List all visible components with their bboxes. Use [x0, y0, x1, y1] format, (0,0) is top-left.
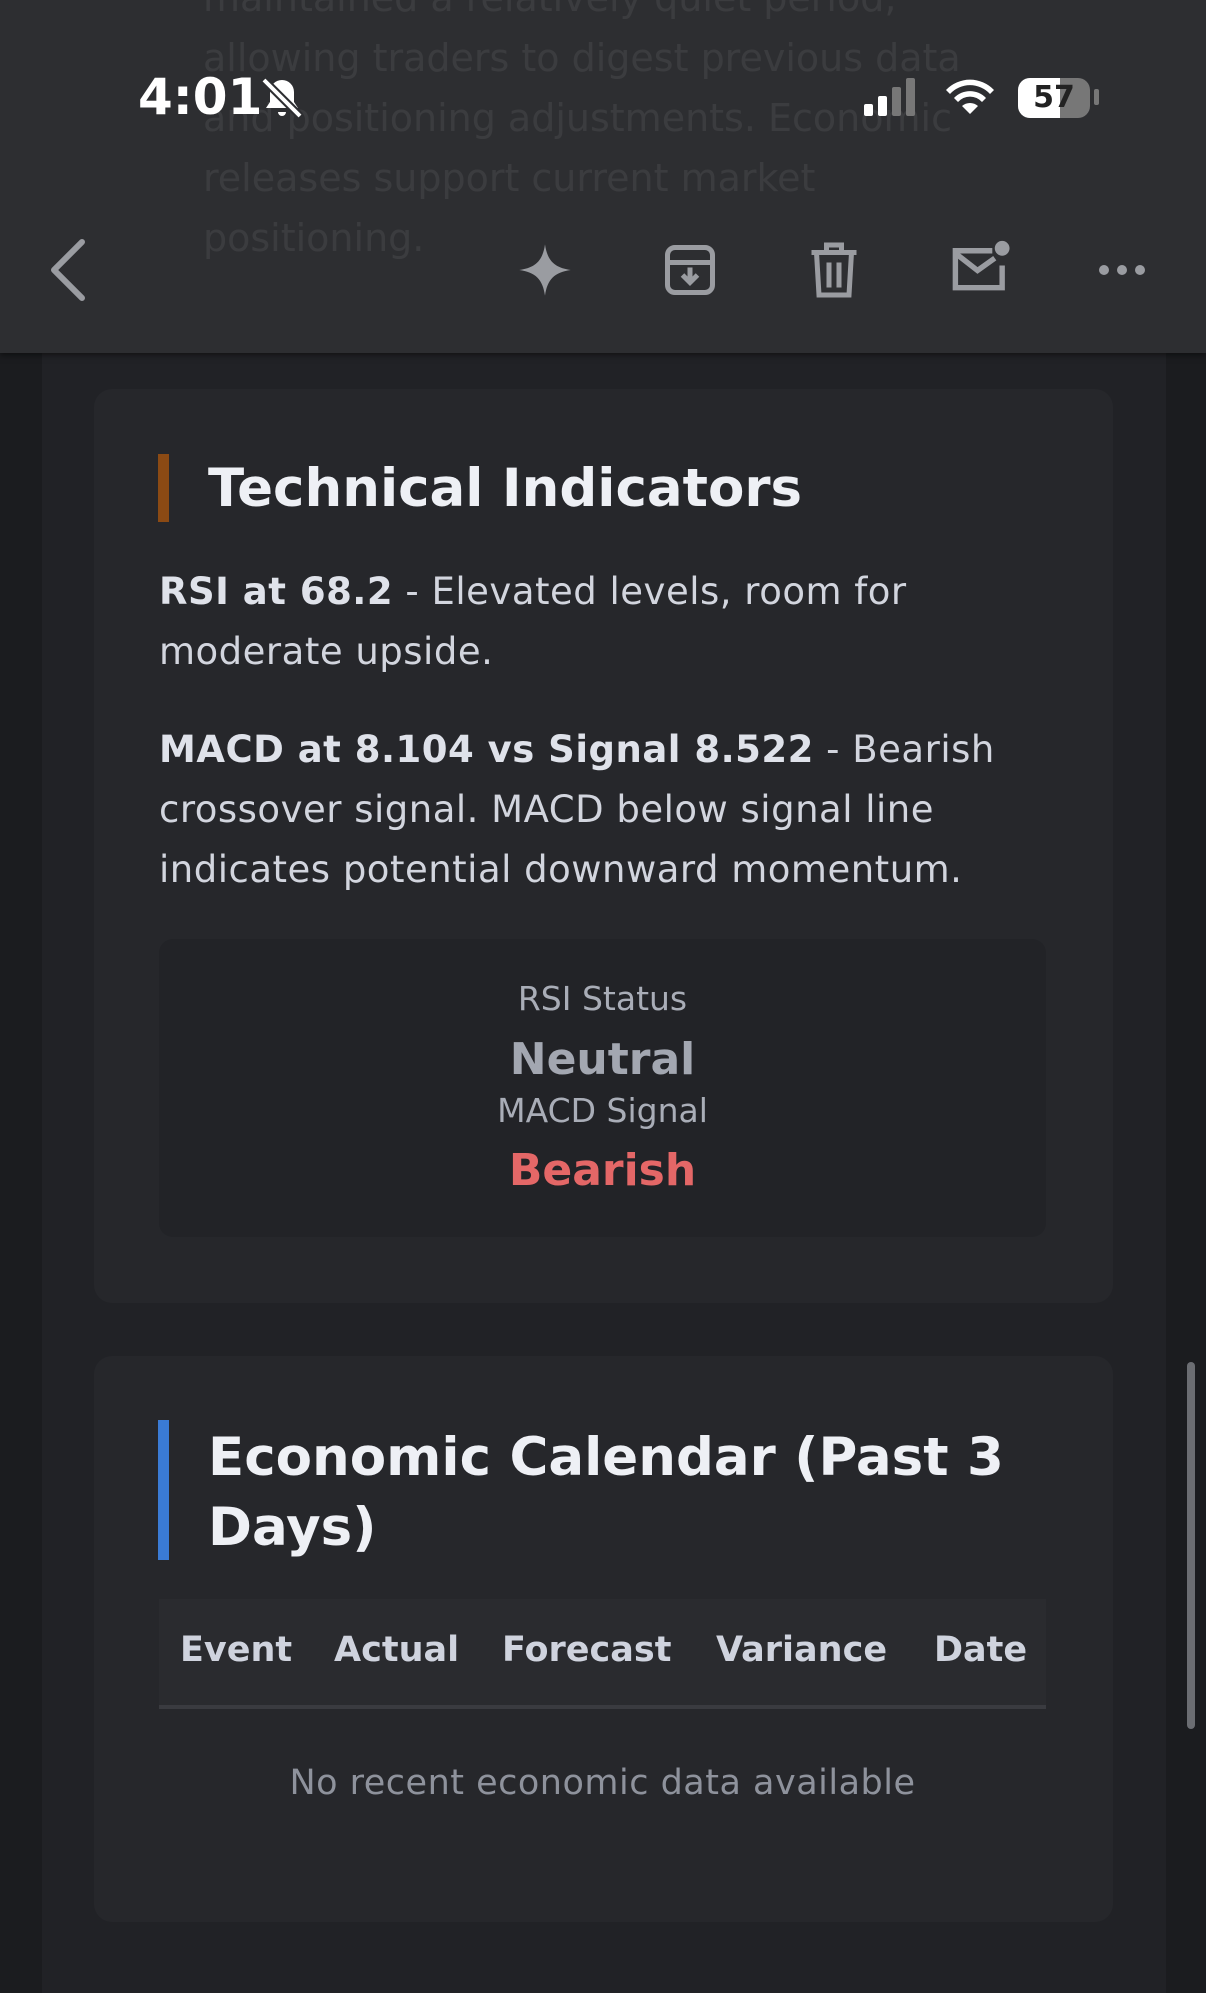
rsi-status-value: Neutral	[509, 1034, 696, 1085]
column-header: Forecast	[502, 1630, 672, 1670]
ai-button[interactable]	[517, 242, 573, 298]
column-header: Event	[180, 1630, 293, 1670]
scrollbar	[1187, 1362, 1195, 1729]
section-title: Economic Calendar (Past 3 Days)	[208, 1427, 1004, 1558]
signal-icon	[864, 78, 915, 116]
more-button[interactable]	[1096, 256, 1148, 284]
rsi-status-label: RSI Status	[517, 979, 688, 1018]
empty-message: No recent economic data available	[289, 1763, 916, 1803]
delete-button[interactable]	[806, 240, 862, 300]
status-box: RSI Status Neutral MACD Signal Bearish	[159, 939, 1046, 1237]
macd-signal-value: Bearish	[508, 1145, 697, 1196]
background-text: maintained a relatively quiet period, al…	[203, 0, 961, 260]
back-button[interactable]	[46, 238, 90, 302]
mark-unread-button[interactable]	[948, 238, 1012, 298]
archive-button[interactable]	[660, 240, 720, 300]
battery: 57	[1018, 78, 1090, 118]
silent-icon	[261, 77, 303, 119]
rsi-paragraph: RSI at 68.2 - Elevated levels, room for …	[159, 562, 1059, 682]
column-header: Actual	[334, 1630, 460, 1670]
clock: 4:01	[138, 68, 263, 126]
toolbar: maintained a relatively quiet period, al…	[0, 0, 1206, 353]
column-header: Date	[934, 1630, 1028, 1670]
wifi-icon	[946, 79, 994, 114]
column-header: Variance	[716, 1630, 888, 1670]
rsi-text: - Elevated levels, room for moderate ups…	[159, 570, 907, 673]
table-header	[159, 1599, 1046, 1709]
macd-label: MACD at 8.104 vs Signal 8.522	[159, 728, 814, 771]
battery-tip	[1094, 89, 1099, 105]
macd-signal-label: MACD Signal	[497, 1091, 708, 1130]
accent-bar	[158, 454, 169, 522]
macd-paragraph: MACD at 8.104 vs Signal 8.522 - Bearish …	[159, 720, 1059, 900]
battery-level: 57	[1033, 80, 1075, 115]
macd-text: - Bearish crossover signal. MACD below s…	[159, 728, 995, 891]
section-title: Technical Indicators	[208, 458, 803, 519]
rsi-label: RSI at 68.2	[159, 570, 394, 613]
accent-bar	[158, 1420, 169, 1560]
